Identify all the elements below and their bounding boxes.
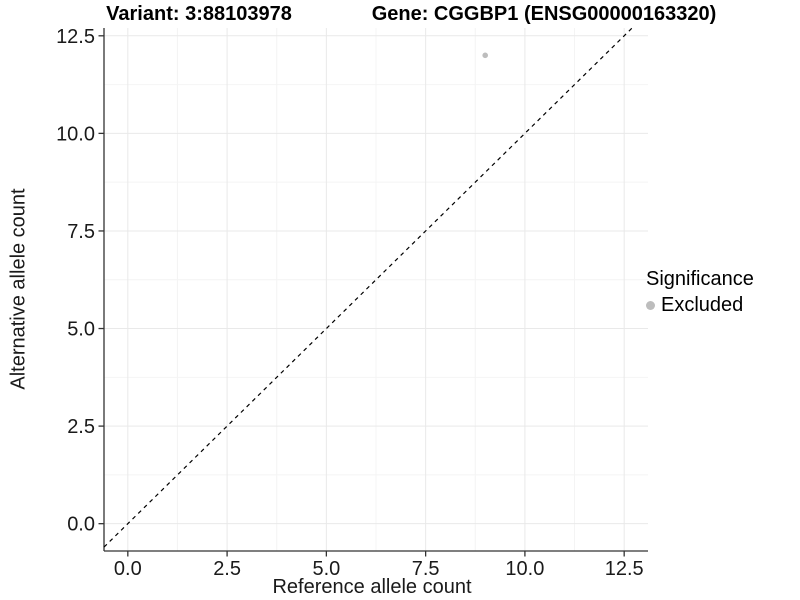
legend-title: Significance [646,268,754,290]
identity-dashed-line [103,27,633,548]
legend-item-excluded: Excluded [646,294,754,317]
y-tick-label: 12.5 [56,26,95,48]
x-tick-label: 2.5 [213,558,241,580]
x-tick-label: 5.0 [312,558,340,580]
variant-title: Variant: 3:88103978 [106,3,292,25]
gene-title: Gene: CGGBP1 (ENSG00000163320) [371,3,717,25]
y-axis-title: Alternative allele count [7,188,30,390]
legend: Significance Excluded [646,268,754,317]
excluded-point-icon [646,301,655,310]
y-tick-label: 7.5 [67,221,95,243]
x-tick-label: 0.0 [114,558,142,580]
data-point [482,52,488,59]
x-axis-title: Reference allele count [272,576,472,598]
x-tick-label: 12.5 [605,558,644,580]
y-tick-label: 2.5 [67,416,95,438]
y-tick-label: 10.0 [56,123,95,145]
x-tick-label: 10.0 [505,558,544,580]
x-tick-label: 7.5 [412,558,440,580]
legend-item-label: Excluded [661,294,744,316]
y-tick-label: 0.0 [67,514,95,536]
y-tick-label: 5.0 [67,319,95,341]
